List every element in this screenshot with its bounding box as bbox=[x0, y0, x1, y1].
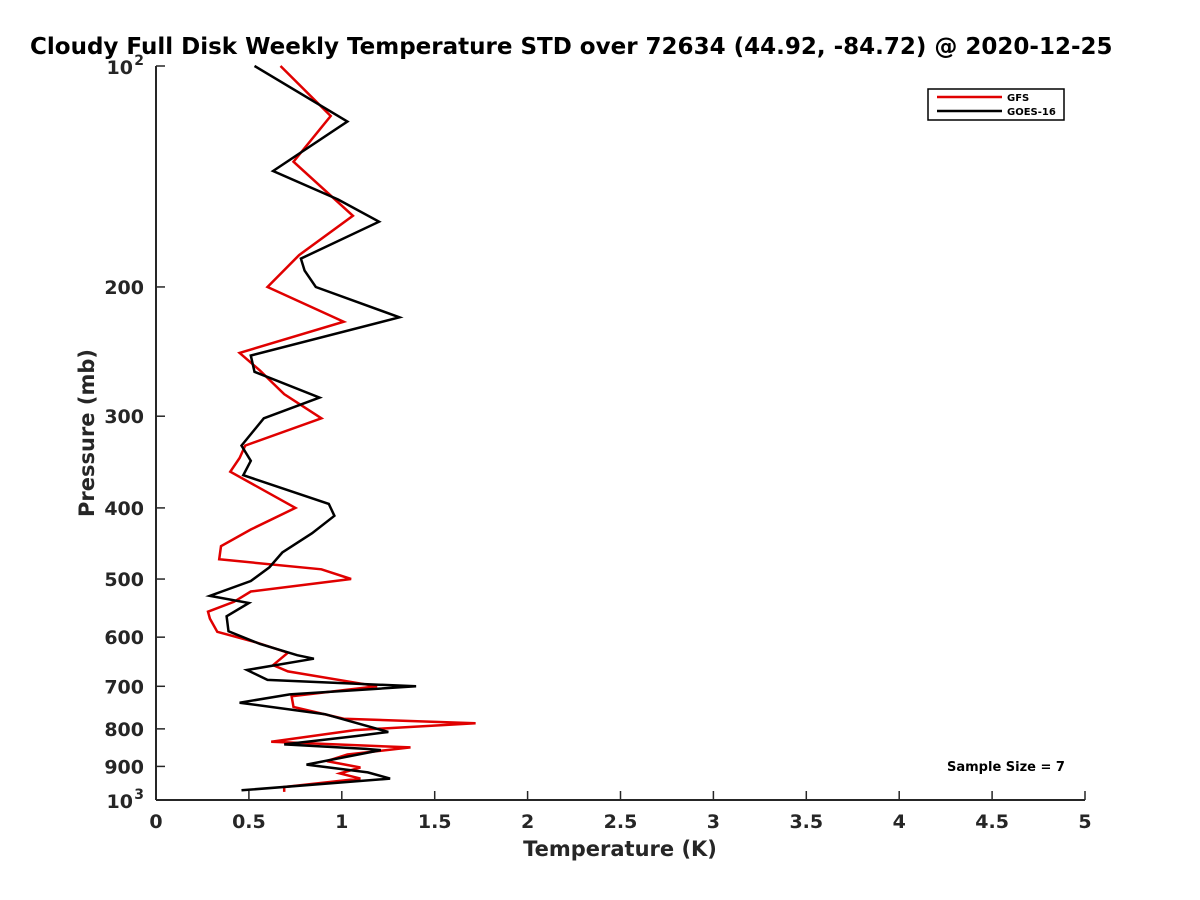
x-tick-label: 0 bbox=[149, 811, 162, 833]
x-tick-label: 0.5 bbox=[232, 811, 266, 833]
y-tick-label: 300 bbox=[104, 406, 144, 428]
x-tick-label: 1.5 bbox=[418, 811, 452, 833]
x-tick-label: 4 bbox=[893, 811, 906, 833]
x-tick-label: 3 bbox=[707, 811, 720, 833]
y-tick-exponent: 3 bbox=[134, 787, 144, 803]
legend-label-goes16: GOES-16 bbox=[1007, 107, 1056, 118]
y-tick-exponent: 2 bbox=[134, 53, 144, 69]
legend-label-gfs: GFS bbox=[1007, 93, 1029, 104]
y-tick-label: 10 bbox=[107, 791, 133, 813]
series-line-gfs bbox=[206, 65, 476, 792]
x-tick-label: 2 bbox=[521, 811, 534, 833]
x-tick-label: 5 bbox=[1078, 811, 1091, 833]
series-layer bbox=[205, 64, 476, 792]
y-tick-label: 900 bbox=[104, 756, 144, 778]
y-axis-label: Pressure (mb) bbox=[75, 349, 99, 517]
y-tick-label: 400 bbox=[104, 498, 144, 520]
y-tick-label: 600 bbox=[104, 627, 144, 649]
x-tick-label: 1 bbox=[335, 811, 348, 833]
y-tick-label: 500 bbox=[104, 569, 144, 591]
y-tick-label: 10 bbox=[107, 57, 133, 79]
series-line-goes16 bbox=[205, 64, 417, 792]
chart-title: Cloudy Full Disk Weekly Temperature STD … bbox=[30, 34, 1113, 60]
y-tick-label: 800 bbox=[104, 719, 144, 741]
y-tick-label: 200 bbox=[104, 277, 144, 299]
x-axis-label: Temperature (K) bbox=[523, 837, 717, 861]
y-tick-label: 700 bbox=[104, 676, 144, 698]
x-tick-label: 3.5 bbox=[789, 811, 823, 833]
legend-box bbox=[927, 88, 1065, 121]
legend: GFS GOES-16 bbox=[927, 88, 1065, 121]
sample-size-annotation: Sample Size = 7 bbox=[947, 760, 1065, 775]
x-tick-label: 4.5 bbox=[975, 811, 1009, 833]
x-axis-ticks: 0 0.5 1 1.5 2 2.5 3 3.5 4 4.5 5 bbox=[149, 791, 1092, 833]
x-tick-label: 2.5 bbox=[604, 811, 638, 833]
